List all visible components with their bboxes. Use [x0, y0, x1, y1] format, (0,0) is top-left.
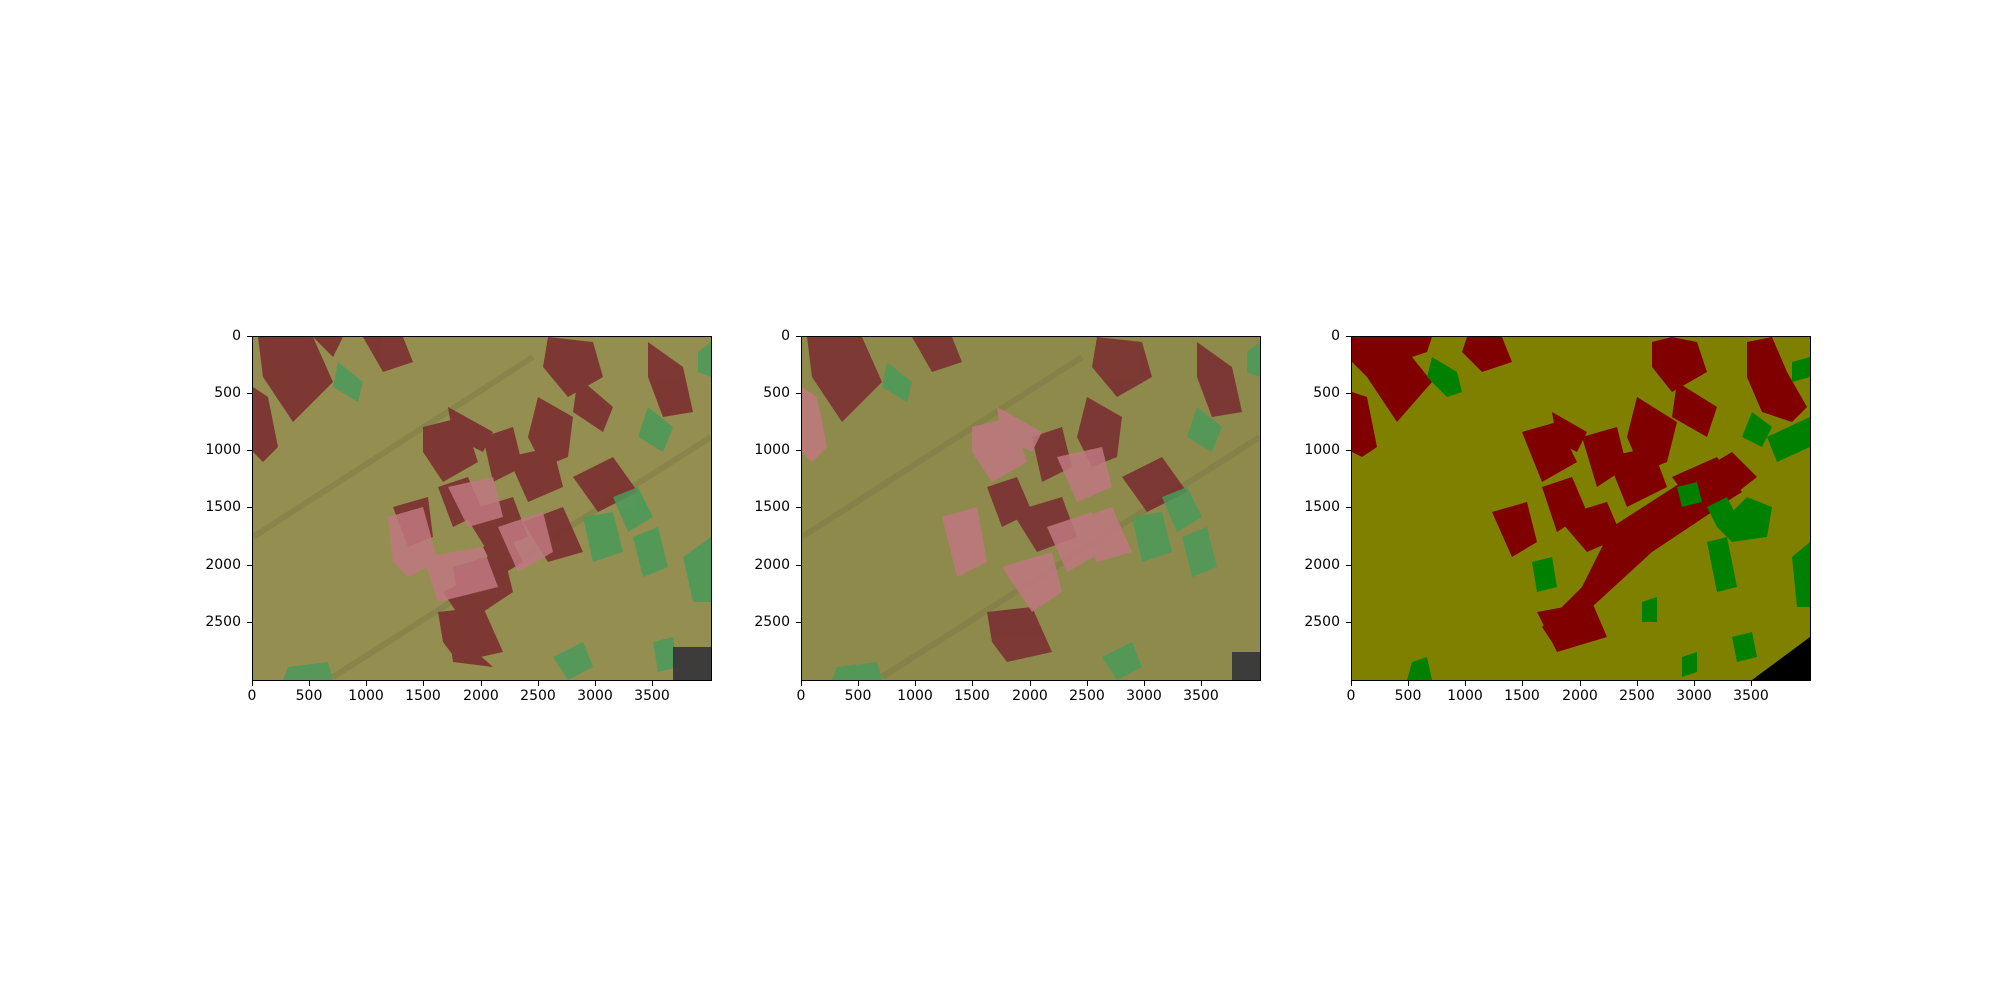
y-tick-label: 2500 [754, 614, 790, 630]
x-tick-mark [1580, 681, 1581, 686]
aerial-image-overlay [253, 337, 711, 680]
x-tick-mark [1144, 681, 1145, 686]
y-tick-mark [796, 393, 801, 394]
x-tick-mark [366, 681, 367, 686]
segmentation-mask-image [1352, 337, 1810, 680]
y-tick-mark [247, 336, 252, 337]
x-tick-label: 2000 [1562, 688, 1598, 704]
image-frame [801, 336, 1261, 681]
x-tick-mark [1351, 681, 1352, 686]
x-tick-label: 3000 [1676, 688, 1712, 704]
x-tick-mark [481, 681, 482, 686]
y-tick-mark [796, 336, 801, 337]
y-tick-label: 0 [232, 328, 241, 344]
x-tick-mark [1087, 681, 1088, 686]
y-tick-label: 1500 [754, 499, 790, 515]
y-tick-label: 500 [214, 385, 241, 401]
x-tick-mark [1408, 681, 1409, 686]
x-tick-mark [423, 681, 424, 686]
y-tick-label: 2000 [205, 557, 241, 573]
y-tick-mark [796, 565, 801, 566]
panel-overlay-1: 0 500 1000 1500 2000 2500 3000 3500 0 50… [205, 328, 712, 704]
x-tick-label: 1000 [348, 688, 384, 704]
panel-mask: 0 500 1000 1500 2000 2500 3000 3500 0 50… [1304, 328, 1811, 704]
y-tick-mark [247, 450, 252, 451]
y-tick-mark [247, 622, 252, 623]
y-tick-label: 1500 [205, 499, 241, 515]
panel-overlay-2: 0 500 1000 1500 2000 2500 3000 3500 0 50… [754, 328, 1261, 704]
x-tick-mark [915, 681, 916, 686]
x-tick-label: 0 [1346, 688, 1356, 704]
x-tick-label: 0 [796, 688, 806, 704]
image-frame [252, 336, 712, 681]
y-tick-label: 2500 [205, 614, 241, 630]
y-tick-mark [796, 507, 801, 508]
x-tick-mark [1201, 681, 1202, 686]
y-tick-label: 500 [1313, 385, 1340, 401]
x-tick-label: 3500 [1183, 688, 1219, 704]
x-tick-mark [595, 681, 596, 686]
y-tick-label: 1000 [205, 442, 241, 458]
image-frame [1351, 336, 1811, 681]
x-tick-mark [309, 681, 310, 686]
y-tick-mark [247, 507, 252, 508]
y-tick-label: 2000 [754, 557, 790, 573]
y-tick-label: 1000 [1304, 442, 1340, 458]
y-tick-mark [796, 622, 801, 623]
x-tick-mark [858, 681, 859, 686]
y-tick-label: 0 [781, 328, 790, 344]
y-tick-mark [796, 450, 801, 451]
x-tick-label: 1000 [897, 688, 933, 704]
y-tick-mark [1346, 393, 1351, 394]
x-tick-mark [801, 681, 802, 686]
aerial-image-overlay [802, 337, 1260, 680]
y-tick-label: 2500 [1304, 614, 1340, 630]
y-tick-label: 0 [1331, 328, 1340, 344]
y-tick-mark [1346, 336, 1351, 337]
x-tick-label: 0 [247, 688, 257, 704]
x-tick-label: 2000 [1012, 688, 1048, 704]
x-tick-mark [1751, 681, 1752, 686]
x-tick-mark [1694, 681, 1695, 686]
x-tick-mark [1522, 681, 1523, 686]
x-tick-label: 3000 [577, 688, 613, 704]
x-tick-label: 500 [844, 688, 872, 704]
y-tick-mark [1346, 622, 1351, 623]
x-tick-label: 2500 [1619, 688, 1655, 704]
x-tick-label: 2000 [463, 688, 499, 704]
x-tick-mark [1030, 681, 1031, 686]
x-tick-label: 1500 [1504, 688, 1540, 704]
x-tick-label: 2500 [1069, 688, 1105, 704]
y-tick-mark [247, 565, 252, 566]
y-tick-label: 500 [763, 385, 790, 401]
x-tick-mark [972, 681, 973, 686]
x-tick-mark [1637, 681, 1638, 686]
y-tick-label: 1000 [754, 442, 790, 458]
y-tick-mark [1346, 450, 1351, 451]
x-tick-label: 500 [295, 688, 323, 704]
x-tick-label: 2500 [520, 688, 556, 704]
x-tick-mark [1465, 681, 1466, 686]
x-tick-label: 500 [1394, 688, 1422, 704]
x-tick-label: 1500 [954, 688, 990, 704]
x-tick-label: 3000 [1126, 688, 1162, 704]
x-tick-label: 3500 [1733, 688, 1769, 704]
x-tick-label: 1000 [1447, 688, 1483, 704]
x-tick-mark [538, 681, 539, 686]
x-tick-label: 1500 [405, 688, 441, 704]
y-tick-mark [247, 393, 252, 394]
y-tick-label: 1500 [1304, 499, 1340, 515]
x-tick-mark [252, 681, 253, 686]
y-tick-mark [1346, 507, 1351, 508]
x-tick-label: 3500 [634, 688, 670, 704]
y-tick-mark [1346, 565, 1351, 566]
x-tick-mark [652, 681, 653, 686]
y-tick-label: 2000 [1304, 557, 1340, 573]
